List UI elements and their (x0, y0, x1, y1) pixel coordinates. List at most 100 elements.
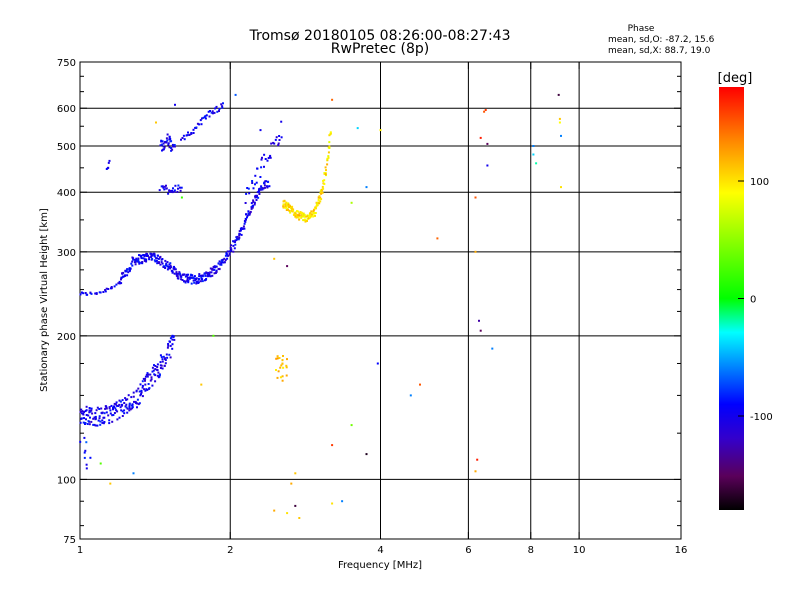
data-point (170, 140, 173, 143)
data-point (180, 138, 182, 141)
data-point (90, 407, 93, 410)
x-tick-label: 16 (675, 545, 688, 556)
data-point (258, 187, 261, 190)
data-point (207, 110, 210, 113)
data-point (156, 366, 159, 368)
data-point (134, 400, 137, 403)
data-point (327, 151, 330, 154)
data-point (172, 144, 175, 147)
data-point (93, 423, 96, 426)
data-point (279, 366, 282, 369)
data-point (254, 183, 256, 186)
data-point (281, 359, 284, 362)
data-point (114, 407, 117, 410)
data-point (298, 214, 301, 217)
data-point (84, 449, 87, 452)
data-point (140, 257, 143, 260)
data-point (173, 144, 176, 146)
data-point (159, 255, 162, 258)
data-point (160, 356, 163, 359)
data-point (256, 167, 259, 170)
data-point (306, 220, 308, 222)
data-point (108, 419, 111, 422)
data-point (181, 279, 184, 281)
data-point (137, 387, 140, 390)
data-point (101, 421, 104, 424)
data-point (247, 187, 250, 190)
data-point (171, 334, 174, 337)
data-point (119, 400, 122, 403)
data-point (125, 269, 128, 272)
data-point (282, 203, 285, 206)
data-point (161, 360, 164, 363)
data-point (153, 255, 156, 258)
data-point (121, 399, 124, 402)
data-point (165, 353, 168, 356)
data-point (161, 367, 164, 370)
data-point (146, 388, 149, 391)
data-point (182, 134, 185, 137)
data-point (275, 136, 278, 139)
data-point (105, 407, 108, 410)
y-tick-label: 300 (57, 248, 76, 259)
data-point (328, 147, 331, 149)
data-point (165, 184, 167, 187)
data-point (169, 264, 172, 267)
data-point (171, 343, 174, 346)
data-point (151, 257, 154, 260)
data-point (230, 244, 233, 247)
data-point (249, 210, 252, 213)
data-point (168, 146, 171, 149)
data-point (164, 140, 167, 143)
data-point (176, 190, 179, 193)
data-point (266, 159, 269, 162)
data-point (310, 210, 313, 213)
data-point (279, 376, 282, 379)
data-point (148, 258, 151, 261)
data-point (208, 115, 211, 118)
data-point (350, 424, 353, 427)
data-point (436, 237, 439, 240)
data-point (196, 122, 199, 125)
data-point (204, 115, 207, 118)
data-point (179, 273, 182, 276)
data-point (180, 275, 183, 278)
data-point (85, 418, 87, 421)
data-point (160, 364, 163, 367)
data-point (204, 117, 207, 120)
data-point (183, 138, 186, 141)
y-tick-label: 750 (57, 58, 76, 69)
data-point (173, 272, 176, 275)
data-point (326, 157, 329, 160)
data-point (484, 109, 487, 111)
data-point (186, 134, 189, 137)
data-point (145, 255, 148, 257)
data-point (265, 180, 268, 183)
data-point (201, 274, 204, 277)
data-point (118, 399, 121, 402)
data-point (325, 169, 327, 172)
data-point (331, 444, 334, 447)
data-point (127, 271, 130, 274)
data-point (297, 216, 300, 219)
data-point (220, 263, 223, 266)
data-point (281, 379, 284, 382)
data-point (312, 209, 315, 212)
phase-stats-o: mean, sd,O: -87.2, 15.6 (608, 35, 715, 45)
data-point (247, 210, 250, 213)
data-point (252, 199, 255, 202)
data-point (285, 201, 288, 204)
data-point (242, 225, 245, 228)
data-point (237, 238, 240, 241)
data-point (135, 389, 138, 392)
data-point (300, 215, 303, 218)
data-point (321, 191, 324, 194)
data-point (82, 292, 85, 295)
data-point (81, 412, 83, 415)
data-point (102, 422, 105, 425)
data-point (213, 272, 216, 275)
data-point (138, 390, 141, 393)
data-point (155, 259, 158, 262)
data-point (140, 254, 143, 257)
data-point (88, 423, 91, 426)
